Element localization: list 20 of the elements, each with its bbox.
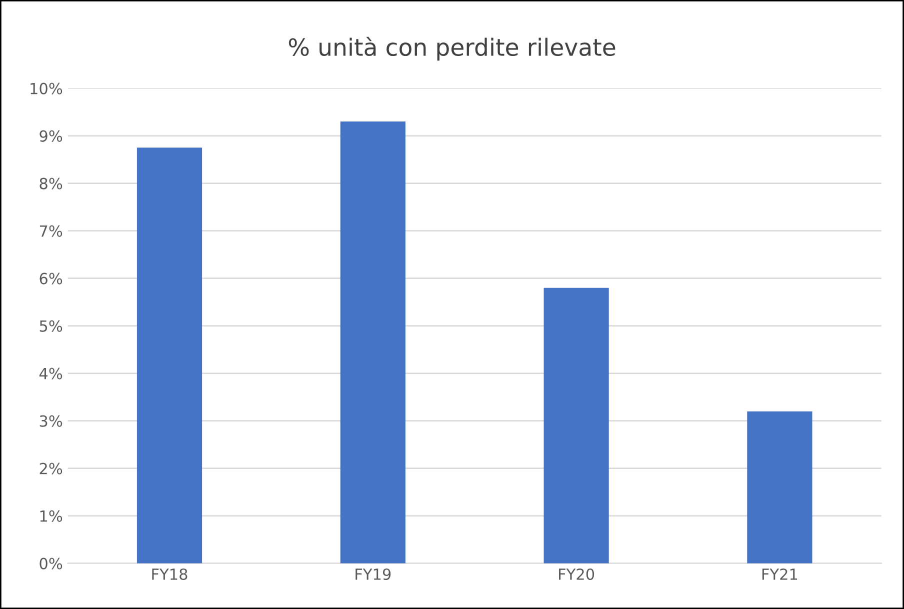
x-tick-label: FY21 xyxy=(762,568,798,580)
y-tick-label: 1% xyxy=(40,510,62,522)
y-tick-label: 7% xyxy=(40,225,62,237)
x-tick-label: FY18 xyxy=(152,568,188,580)
bar xyxy=(747,411,812,564)
bar xyxy=(136,148,202,564)
chart-title: % unità con perdite rilevate xyxy=(288,36,616,61)
bar xyxy=(340,122,406,564)
y-tick-label: 8% xyxy=(40,178,62,190)
y-tick-label: 10% xyxy=(30,82,62,94)
y-tick-label: 0% xyxy=(40,558,62,570)
bar xyxy=(544,288,609,564)
y-tick-label: 6% xyxy=(40,272,62,284)
y-tick-label: 3% xyxy=(40,415,62,427)
y-tick-label: 5% xyxy=(40,320,62,332)
y-tick-label: 2% xyxy=(40,462,62,474)
x-tick-label: FY19 xyxy=(356,568,391,580)
y-tick-label: 4% xyxy=(39,368,62,380)
x-tick-label: FY20 xyxy=(559,568,594,580)
y-tick-label: 9% xyxy=(40,130,62,142)
